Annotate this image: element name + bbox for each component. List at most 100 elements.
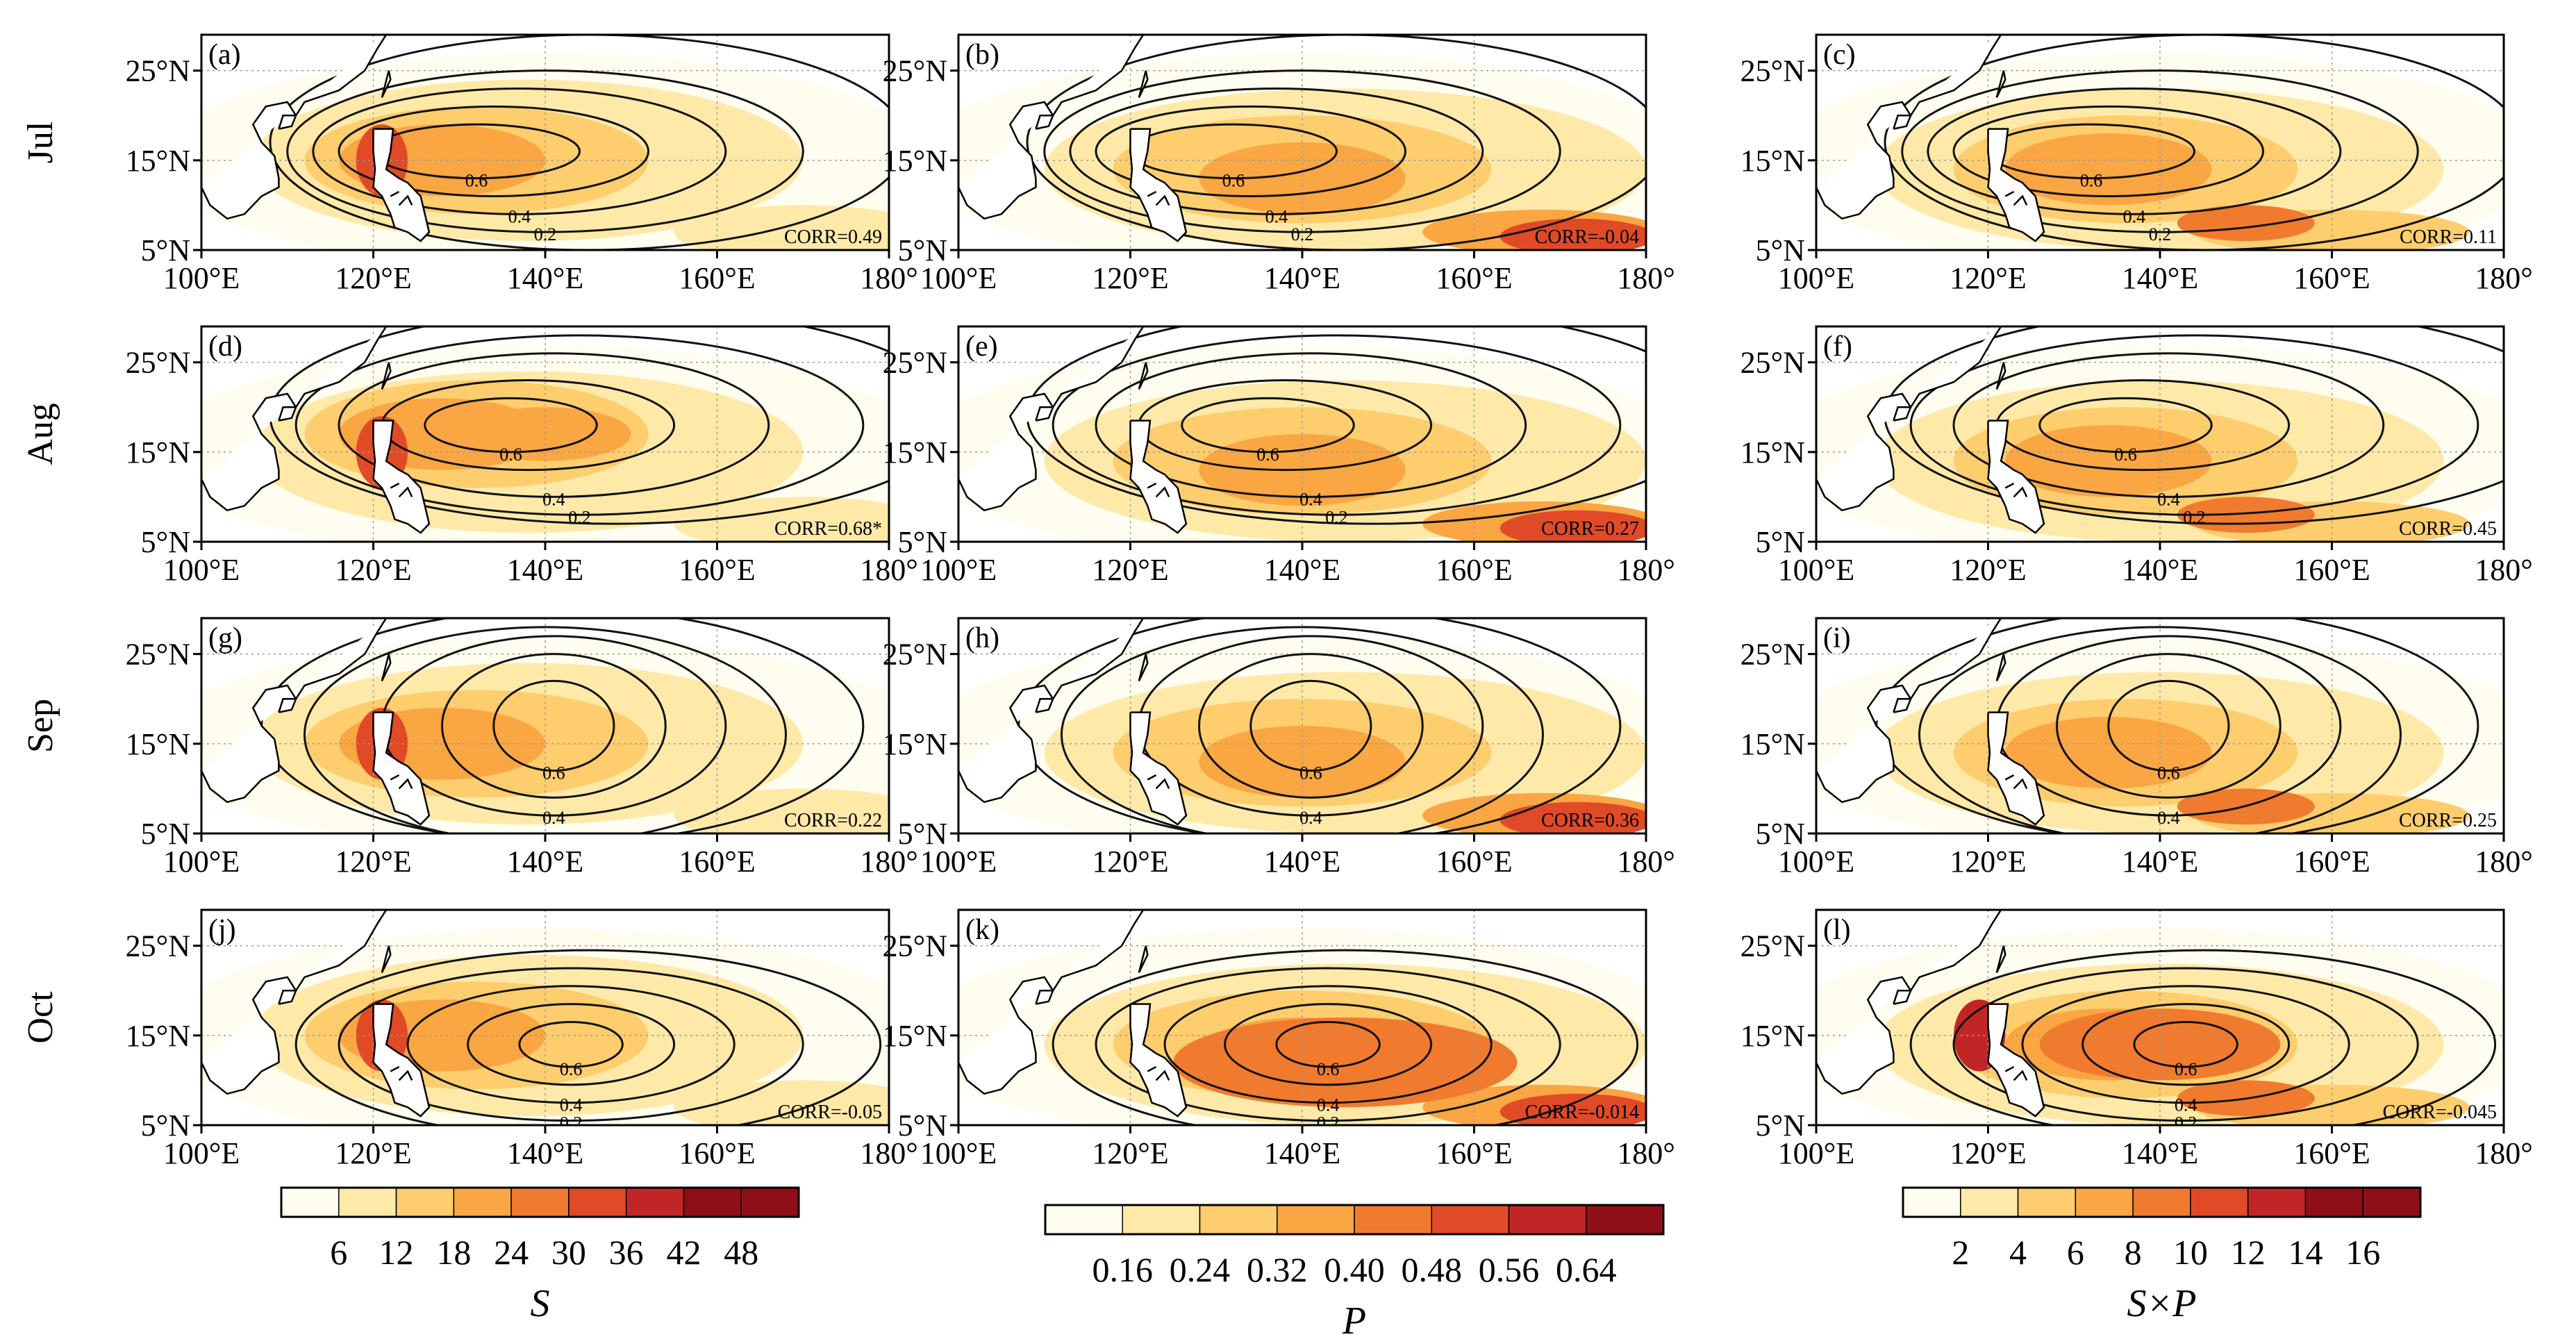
coastline [1893,406,1912,422]
coastline [1129,128,1188,242]
panel-tag: (b) [965,39,999,71]
lon-tick-label: 100°E [163,261,240,295]
contour-line [492,679,615,772]
lat-tick-label: 5°N [898,525,947,559]
coastline [1035,698,1054,713]
contour-line [424,397,598,454]
lon-tick-label: 180° [2475,1136,2533,1170]
contour-label: 0.6 [1256,445,1279,465]
colorbar-tick-label: 18 [436,1233,471,1272]
coastline [958,326,1145,512]
lon-tick-label: 180° [1617,553,1675,587]
lat-tick-label: 15°N [1740,727,1805,761]
panel-tag: (j) [208,914,236,946]
coastline [1147,1065,1157,1072]
contour-label: 0.6 [1317,1059,1340,1079]
lon-tick-label: 120°E [1092,1136,1168,1170]
lon-tick-label: 160°E [1436,845,1512,879]
colorbar-tick-label: 16 [2345,1233,2380,1272]
contour-line [2133,1020,2238,1068]
lon-tick-label: 160°E [679,553,755,587]
contour-line [1884,35,2504,250]
coastline [1147,482,1157,489]
coastline [1138,362,1149,390]
contour-label: 0.4 [2157,489,2180,509]
row-label: Jul [21,122,60,164]
contour-line [1224,1003,1433,1086]
panel-tag: (d) [208,331,242,363]
coastline [2013,778,2028,790]
coastline [1155,778,1170,790]
colorbar-swatch [1508,1204,1587,1235]
contour-line [1181,397,1355,454]
contour-line [1909,334,2479,516]
lon-tick-label: 120°E [1950,553,2026,587]
coastline [1138,70,1149,98]
contour-label: 0.2 [1325,507,1348,527]
coastline [1893,115,1912,130]
corr-label: CORR=-0.05 [778,1102,882,1123]
contour-label: 0.2 [568,507,591,527]
contour-label: 0.4 [542,808,565,828]
corr-label: CORR=0.49 [784,226,882,248]
contour-line [1918,626,2402,833]
lon-tick-label: 140°E [1264,261,1340,295]
colorbar-tick-label: 0.64 [1556,1250,1617,1289]
lon-tick-label: 160°E [2293,553,2370,587]
lat-tick-label: 15°N [126,435,190,470]
contour-label: 0.2 [534,224,557,244]
contour-line [1901,69,2419,233]
contour-line [1061,626,1544,833]
panel-tag: (a) [208,39,241,71]
row-label: Oct [21,991,60,1044]
lat-tick-label: 25°N [126,638,190,672]
colorbar-swatch [2247,1187,2307,1218]
contour-line [1927,88,2342,215]
coastline [1129,711,1188,826]
contour-label: 0.6 [2114,445,2137,465]
lon-tick-label: 140°E [1264,553,1340,587]
colorbar-swatch [395,1187,455,1218]
lon-tick-label: 180° [1617,845,1675,879]
colorbar-tick-label: 0.24 [1170,1250,1231,1289]
colorbar-swatch [1199,1204,1278,1235]
colorbar-swatch [1277,1204,1355,1235]
colorbar-swatch [1902,1187,1961,1218]
lon-tick-label: 160°E [1436,261,1512,295]
lon-tick-label: 140°E [2122,553,2198,587]
contour-label: 0.4 [1265,206,1288,226]
colorbar-swatch [1045,1204,1123,1235]
lon-tick-label: 140°E [1264,1136,1340,1170]
lon-tick-label: 100°E [920,553,997,587]
lat-tick-label: 5°N [1756,1108,1805,1143]
contour-line [2021,985,2350,1104]
lon-tick-label: 120°E [1950,261,2026,295]
coastline [201,910,388,1095]
lon-tick-label: 160°E [1436,1136,1512,1170]
map-panel: 0.6 0.40.2 (l) CORR=-0.045 5°N 15°N 25°N 100°E 1… [1740,908,2533,1170]
lon-tick-label: 180° [860,261,918,295]
lon-tick-label: 140°E [2122,261,2198,295]
lon-tick-label: 160°E [1436,553,1512,587]
coastline [1035,990,1054,1005]
contour-line [338,352,770,498]
corr-label: CORR=-0.04 [1535,226,1639,248]
shading-area [674,497,889,542]
contour-line [1198,653,1424,799]
colorbar-title: P [1342,1299,1366,1337]
lon-tick-label: 180° [1617,261,1675,295]
contour-label: 0.4 [1299,489,1322,509]
contour-line [1069,88,1484,215]
lon-tick-label: 140°E [2122,1136,2198,1170]
colorbar-tick-label: 14 [2288,1233,2322,1272]
colorbar-swatch [2304,1187,2363,1218]
coastline [390,774,400,781]
contour-line [1095,967,1561,1122]
lon-tick-label: 100°E [1778,1136,1854,1170]
lon-tick-label: 140°E [507,845,583,879]
coastline [2013,1070,2028,1081]
contour-line [1052,334,1622,516]
